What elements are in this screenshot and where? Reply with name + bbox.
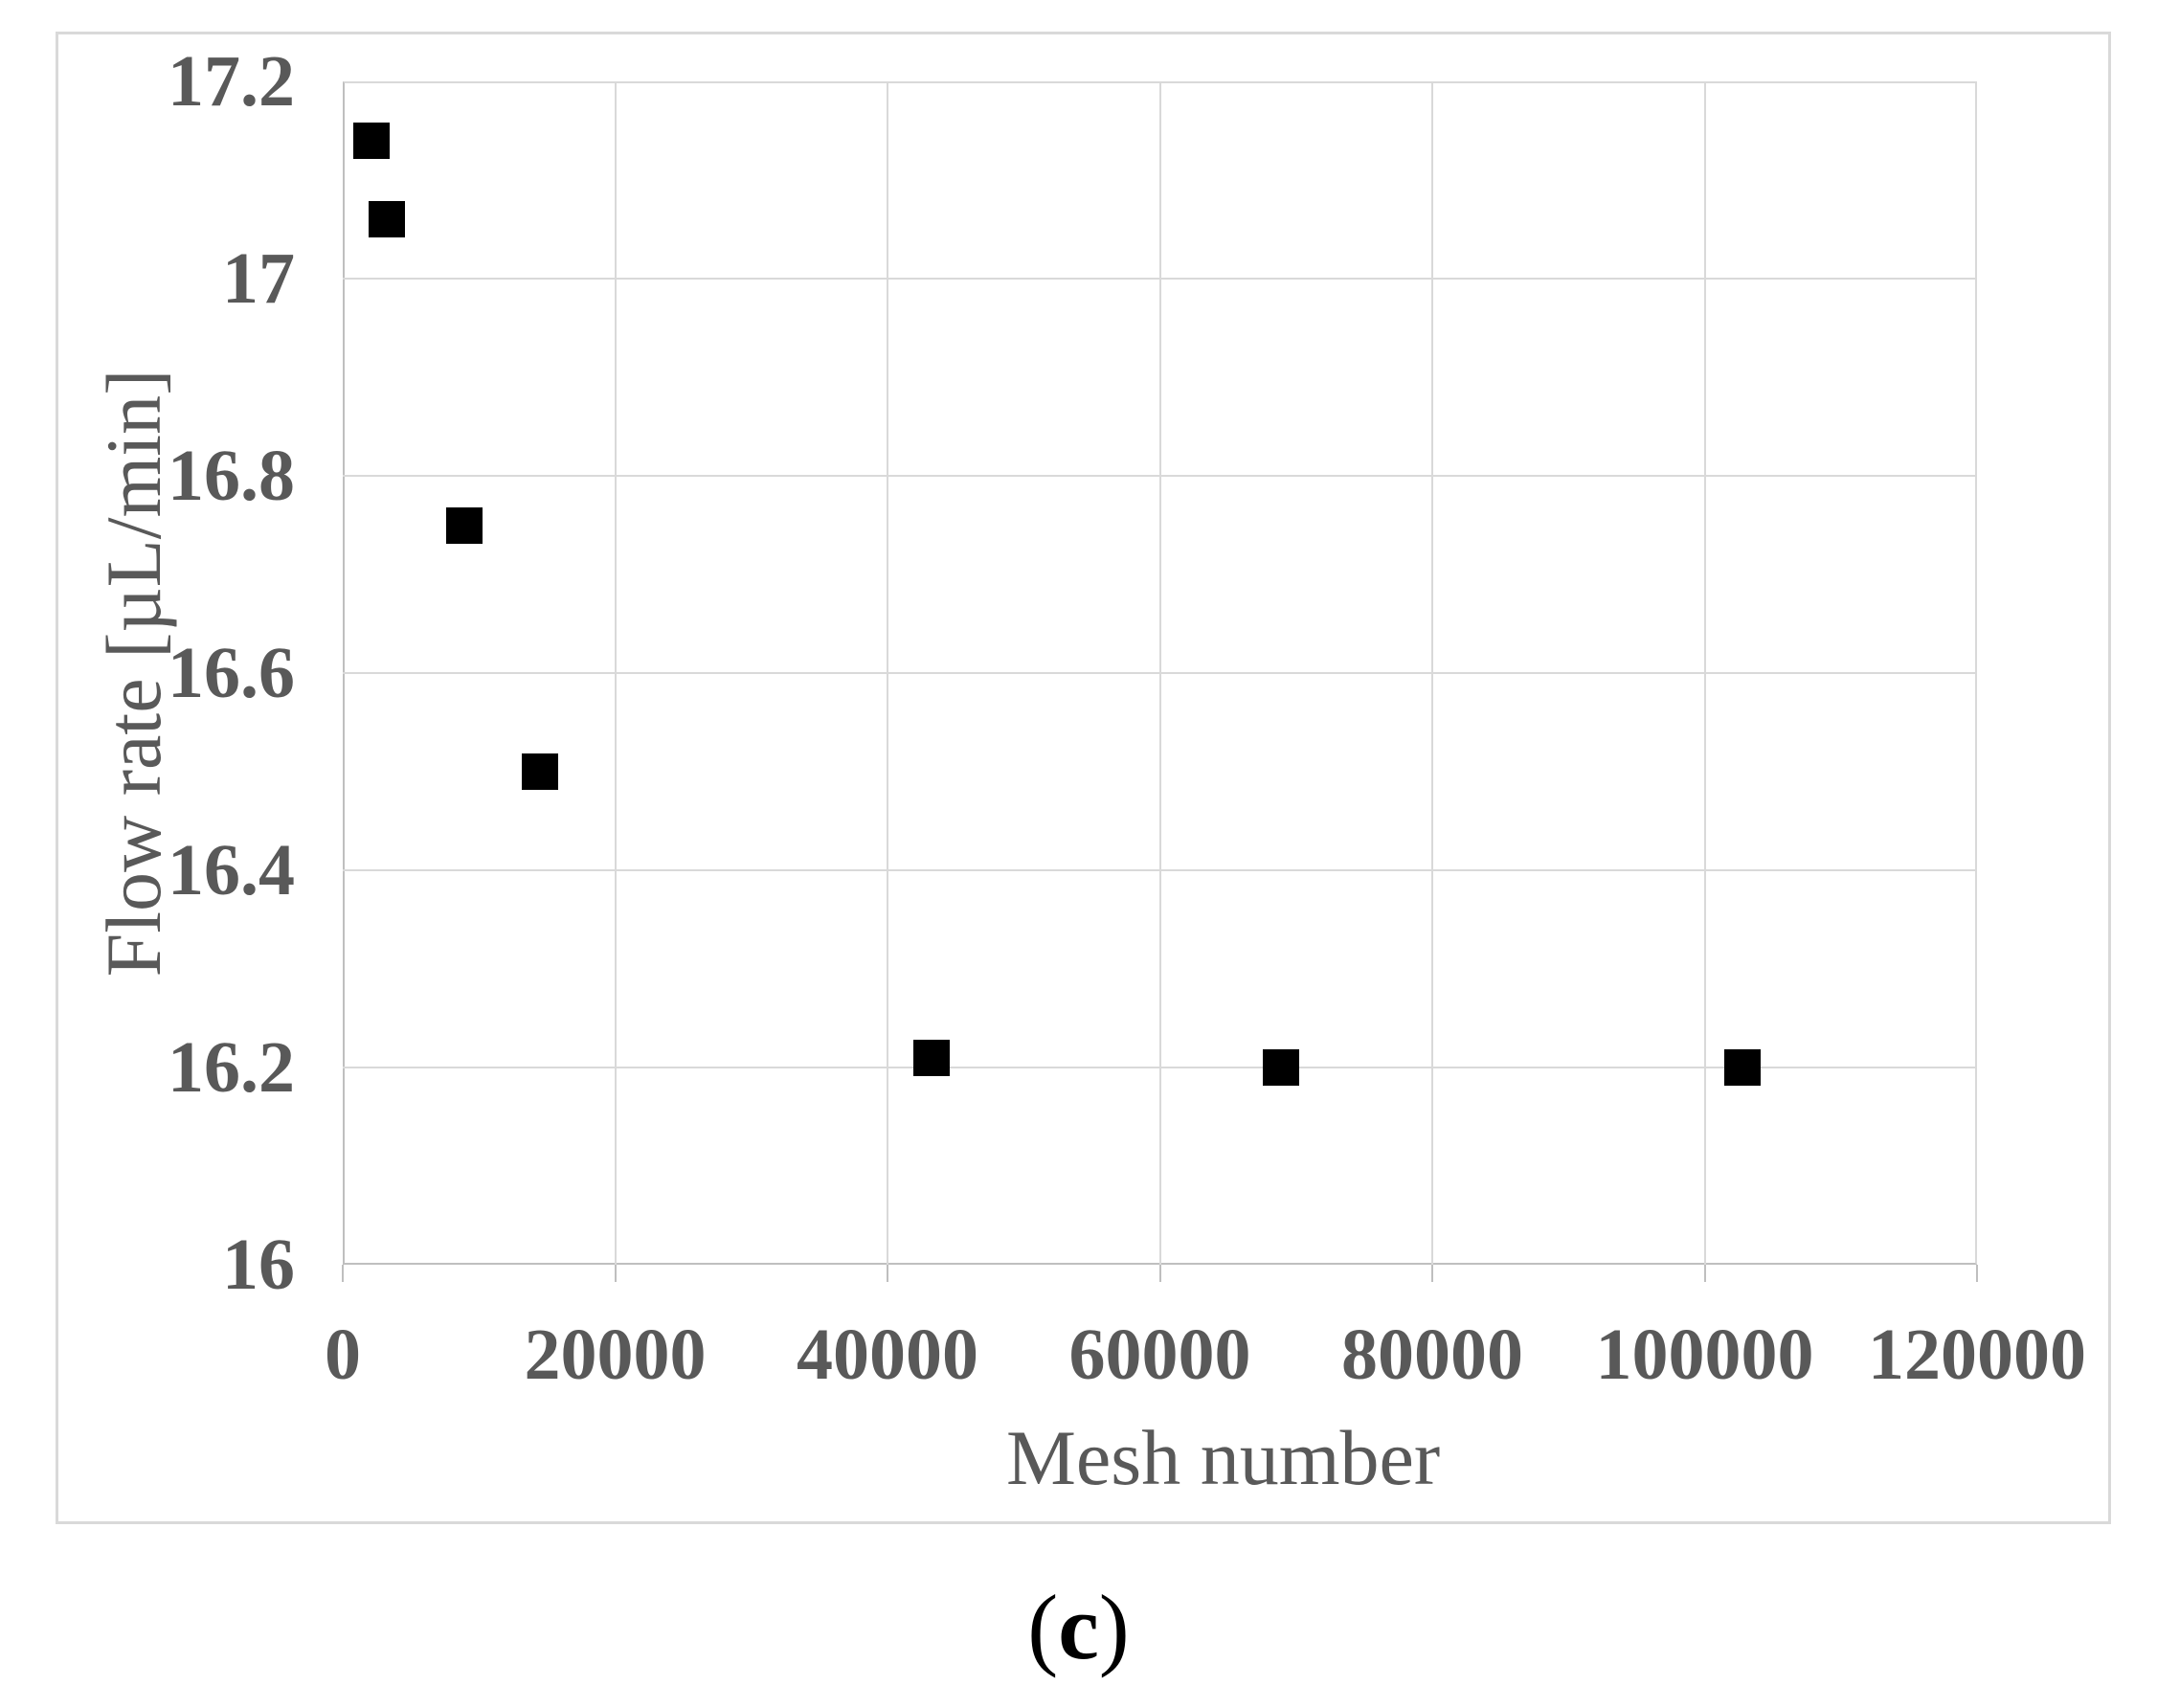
v-gridline	[614, 81, 617, 1265]
data-point-marker	[352, 122, 390, 159]
x-axis-title: Mesh number	[1006, 1414, 1441, 1501]
data-point-marker	[1724, 1049, 1762, 1086]
x-axis-tick	[342, 1265, 344, 1282]
x-axis-tick	[1158, 1265, 1161, 1282]
y-tick-label: 16.4	[168, 830, 295, 910]
x-tick-label: 80000	[1341, 1315, 1523, 1395]
x-axis-tick	[1703, 1265, 1706, 1282]
caption-close-paren: )	[1098, 1576, 1130, 1678]
x-tick-label: 100000	[1595, 1315, 1814, 1395]
v-gridline	[1431, 81, 1433, 1265]
v-gridline	[1158, 81, 1161, 1265]
x-tick-label: 40000	[797, 1315, 978, 1395]
caption-open-paren: (	[1027, 1576, 1059, 1678]
y-tick-label: 17	[222, 238, 295, 319]
y-axis-title: Flow rate [µL/min]	[90, 369, 177, 978]
x-axis-tick	[1431, 1265, 1433, 1282]
x-axis-tick	[887, 1265, 888, 1282]
x-tick-label: 60000	[1068, 1315, 1251, 1395]
figure-caption: (c)	[0, 1570, 2157, 1685]
x-tick-label: 120000	[1868, 1315, 2086, 1395]
x-tick-label: 20000	[524, 1315, 707, 1395]
x-tick-label: 0	[325, 1315, 361, 1395]
y-tick-label: 16.2	[168, 1027, 295, 1108]
y-tick-label: 17.2	[168, 41, 295, 122]
v-gridline	[1703, 81, 1706, 1265]
data-point-marker	[445, 506, 483, 544]
y-tick-label: 16	[222, 1225, 295, 1305]
data-point-marker	[1263, 1049, 1300, 1086]
data-point-marker	[912, 1039, 950, 1076]
data-point-marker	[522, 753, 559, 790]
x-axis-tick	[614, 1265, 617, 1282]
data-point-marker	[368, 201, 405, 238]
v-gridline	[887, 81, 888, 1265]
x-axis-tick	[1976, 1265, 1978, 1282]
y-tick-label: 16.8	[168, 436, 295, 516]
caption-letter: c	[1058, 1576, 1099, 1678]
y-tick-label: 16.6	[168, 633, 295, 713]
